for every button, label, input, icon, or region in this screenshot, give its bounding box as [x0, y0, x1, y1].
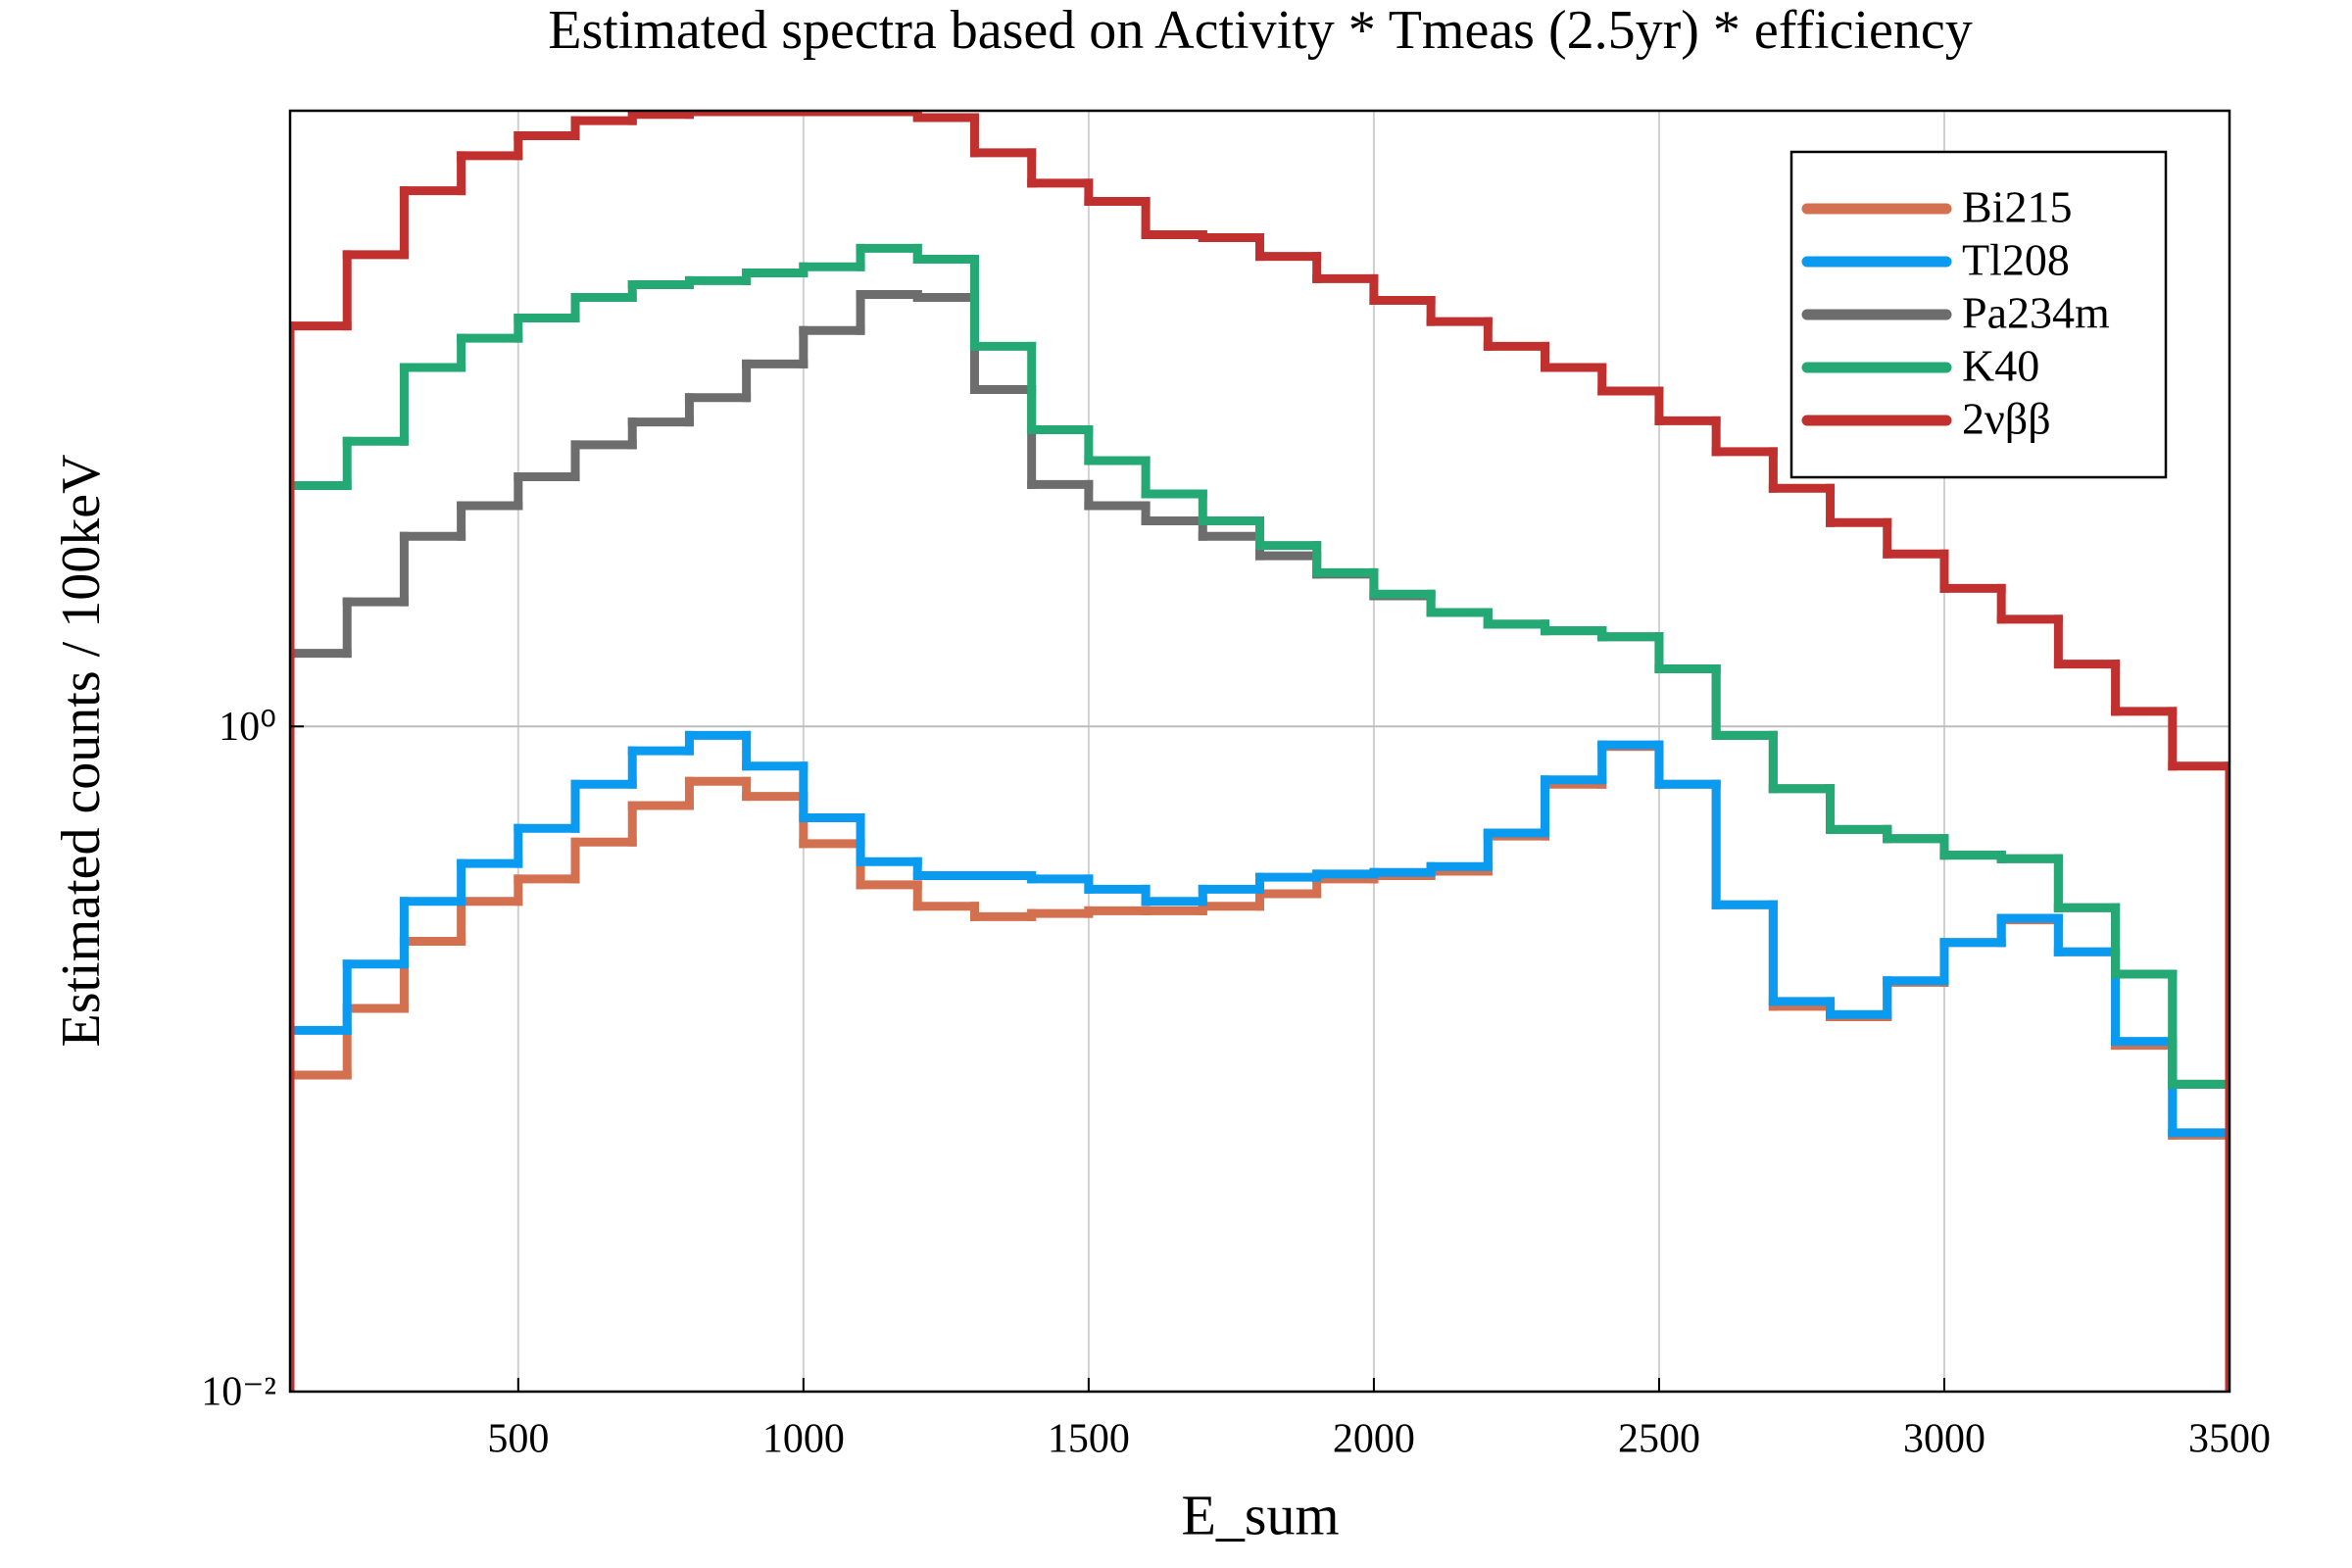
legend-label: Pa234m: [1962, 288, 2110, 338]
legend-label: Bi215: [1962, 182, 2072, 232]
y-tick-label: 10⁰: [219, 705, 276, 750]
x-tick-label: 1000: [762, 1417, 845, 1462]
legend-label: 2νββ: [1962, 394, 2051, 444]
x-tick-label: 1500: [1048, 1417, 1130, 1462]
y-tick-label: 10⁻²: [201, 1370, 276, 1415]
x-tick-label: 2500: [1618, 1417, 1700, 1462]
plot-frame: [288, 109, 2231, 1394]
plot-area: [290, 111, 2230, 1392]
x-tick-label: 2000: [1333, 1417, 1415, 1462]
axes: 500 1000 1500 2000 2500 3000 3500 10⁻² 10⁰: [201, 705, 2271, 1462]
x-tick-label: 3500: [2188, 1417, 2271, 1462]
y-axis-label: Estimated counts / 100keV: [51, 454, 112, 1047]
x-axis-label: E_sum: [1181, 1483, 1339, 1546]
legend-label: K40: [1962, 341, 2039, 391]
chart-title: Estimated spectra based on Activity * Tm…: [548, 0, 1972, 61]
x-tick-label: 500: [487, 1417, 549, 1462]
legend-label: Tl208: [1962, 235, 2070, 285]
x-tick-label: 3000: [1903, 1417, 1985, 1462]
